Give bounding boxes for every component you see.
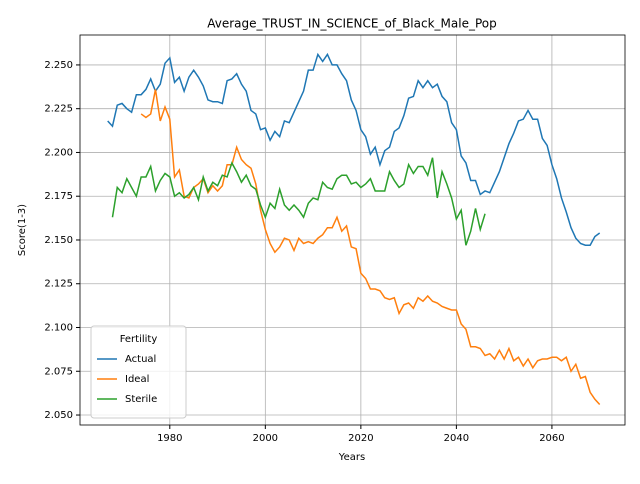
y-tick-label: 2.125 bbox=[44, 279, 73, 290]
line-series bbox=[111, 157, 486, 246]
chart-title: Average_TRUST_IN_SCIENCE_of_Black_Male_P… bbox=[207, 17, 496, 31]
legend-label: Actual bbox=[125, 354, 156, 365]
x-tick-label: 2040 bbox=[444, 433, 469, 444]
plot-frame bbox=[79, 34, 626, 426]
y-tick-label: 2.250 bbox=[44, 60, 73, 71]
y-tick-label: 2.200 bbox=[44, 147, 73, 158]
x-axis-label: Years bbox=[338, 452, 365, 463]
x-tick-label: 1980 bbox=[157, 433, 182, 444]
line-series bbox=[140, 89, 601, 406]
y-tick-label: 2.050 bbox=[44, 410, 73, 421]
y-axis-label: Score(1-3) bbox=[17, 204, 28, 256]
y-tick-label: 2.100 bbox=[44, 323, 73, 334]
x-tick-label: 2020 bbox=[348, 433, 373, 444]
line-series bbox=[107, 52, 601, 246]
y-tick-label: 2.150 bbox=[44, 235, 73, 246]
y-tick-label: 2.075 bbox=[44, 366, 73, 377]
legend-label: Ideal bbox=[125, 374, 149, 385]
legend: Fertility Actual Ideal Sterile bbox=[90, 325, 187, 419]
x-tick-label: 2000 bbox=[253, 433, 278, 444]
legend-box bbox=[90, 325, 187, 419]
y-tick-label: 2.225 bbox=[44, 104, 73, 115]
legend-title: Fertility bbox=[120, 334, 158, 345]
x-tick-label: 2060 bbox=[539, 433, 564, 444]
y-tick-label: 2.175 bbox=[44, 191, 73, 202]
legend-label: Sterile bbox=[125, 394, 157, 405]
